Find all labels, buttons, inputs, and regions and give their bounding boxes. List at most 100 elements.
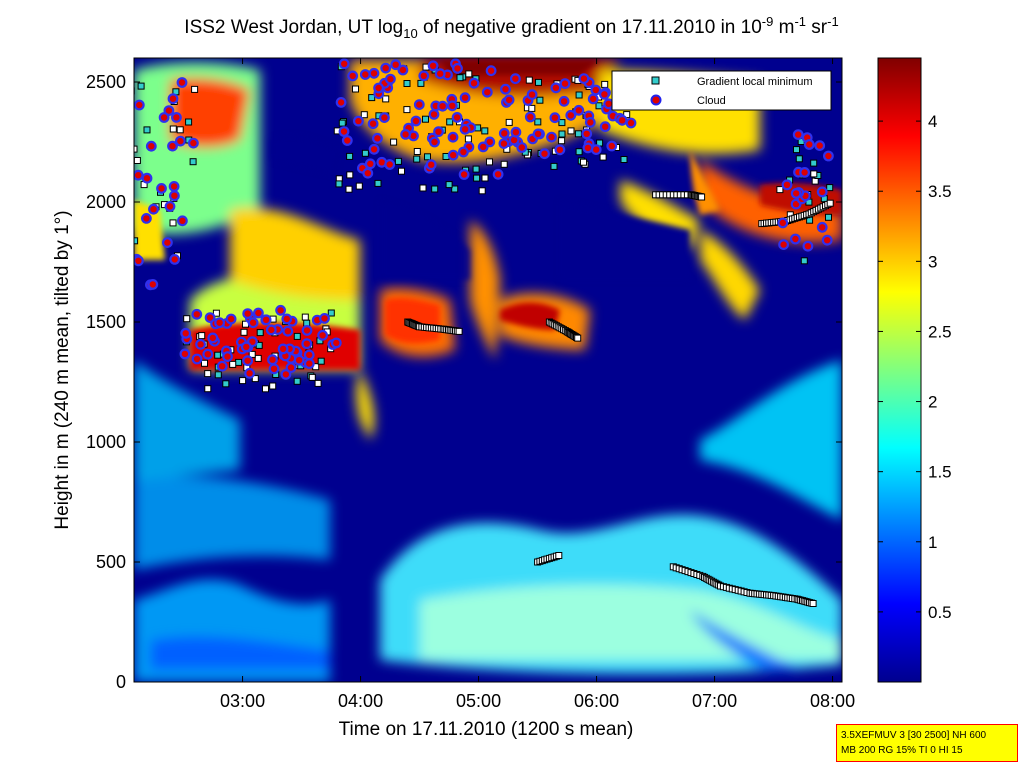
y-tick-label: 2500 xyxy=(86,72,126,92)
cloud-marker xyxy=(330,337,342,349)
colorbar-gradient xyxy=(877,57,922,683)
cloud-marker xyxy=(573,104,585,116)
minimum-marker xyxy=(451,185,459,193)
cloud-marker xyxy=(268,363,280,375)
minimum-marker xyxy=(456,74,464,82)
cloud-marker xyxy=(277,343,289,355)
colorbar-tick-label: 1 xyxy=(928,533,937,552)
minimum-marker xyxy=(251,375,259,383)
minimum-marker xyxy=(327,309,335,317)
cloud-marker xyxy=(260,314,272,326)
minimum-marker xyxy=(346,152,354,160)
minimum-marker xyxy=(525,76,533,84)
cloud-marker xyxy=(433,126,444,138)
minimum-marker xyxy=(601,80,609,88)
cloud-marker xyxy=(459,92,471,104)
minimum-marker xyxy=(398,167,405,175)
cloud-marker xyxy=(191,308,203,320)
cloud-marker xyxy=(418,70,430,82)
cloud-marker xyxy=(599,88,610,100)
legend-minimum-marker xyxy=(651,76,660,85)
y-axis-label: Height in m (240 m mean, tilted by 1°) xyxy=(52,210,73,529)
minimum-marker xyxy=(390,138,398,146)
plot-area xyxy=(133,57,843,683)
cloud-marker xyxy=(581,128,593,140)
minimum-marker xyxy=(575,91,583,99)
minimum-marker xyxy=(308,373,316,381)
cloud-marker xyxy=(303,349,315,361)
minimum-marker xyxy=(574,334,582,342)
minimum-marker xyxy=(413,155,421,163)
cloud-marker xyxy=(413,99,425,110)
minimum-marker xyxy=(455,327,463,335)
cloud-marker xyxy=(280,369,292,380)
minimum-marker xyxy=(809,600,817,607)
y-tick-label: 1500 xyxy=(86,312,126,332)
cloud-marker xyxy=(167,93,179,105)
cloud-marker xyxy=(587,93,599,105)
minimum-marker xyxy=(825,213,832,221)
gradient-minimum-markers xyxy=(134,63,834,607)
cloud-marker xyxy=(498,138,510,150)
cloud-marker xyxy=(141,172,153,184)
info-line-1: 3.5XEFMUV 3 [30 2500] NH 600 xyxy=(841,730,987,741)
minimum-marker xyxy=(431,185,439,193)
minimum-marker xyxy=(424,153,431,161)
minimum-marker xyxy=(472,165,480,173)
minimum-marker xyxy=(134,87,135,95)
minimum-marker xyxy=(293,332,301,340)
cloud-marker xyxy=(214,317,226,329)
cloud-marker xyxy=(244,367,256,379)
cloud-marker xyxy=(792,129,804,141)
cloud-marker xyxy=(179,348,191,360)
minimum-marker xyxy=(355,182,363,190)
cloud-marker xyxy=(367,118,379,130)
cloud-marker xyxy=(134,99,145,111)
cloud-marker xyxy=(459,123,471,135)
minimum-marker xyxy=(580,158,587,166)
cloud-marker xyxy=(187,137,199,149)
cloud-marker xyxy=(549,112,561,124)
cloud-marker xyxy=(225,313,237,325)
minimum-marker xyxy=(481,174,489,182)
minimum-marker xyxy=(465,70,473,78)
minimum-marker xyxy=(422,115,429,123)
minimum-marker xyxy=(826,184,834,192)
cloud-marker xyxy=(554,144,566,156)
cloud-marker xyxy=(526,89,538,100)
minimum-marker xyxy=(169,219,177,227)
cloud-markers xyxy=(134,58,834,380)
minimum-marker xyxy=(269,382,277,390)
minimum-marker xyxy=(810,159,818,167)
x-tick-label: 05:00 xyxy=(456,691,501,711)
cloud-marker xyxy=(578,73,590,84)
y-tick-label: 2000 xyxy=(86,192,126,212)
cloud-marker xyxy=(364,158,376,170)
cloud-marker xyxy=(267,354,278,366)
cloud-marker xyxy=(168,180,180,192)
cloud-marker xyxy=(319,313,330,324)
cloud-marker xyxy=(195,338,207,350)
minimum-marker xyxy=(500,160,508,168)
colorbar-tick-label: 4 xyxy=(928,112,937,131)
colorbar-tick-label: 1.5 xyxy=(928,463,952,482)
cloud-marker xyxy=(477,141,489,153)
cloud-marker xyxy=(145,140,157,152)
cloud-marker xyxy=(781,179,793,191)
cloud-marker xyxy=(282,325,294,337)
x-tick-label: 03:00 xyxy=(220,691,265,711)
minimum-marker xyxy=(201,359,208,367)
minimum-marker xyxy=(185,118,193,126)
cloud-marker xyxy=(147,279,159,290)
cloud-marker xyxy=(338,126,350,137)
cloud-marker xyxy=(176,215,188,227)
minimum-marker xyxy=(403,80,411,87)
minimum-marker xyxy=(254,354,262,362)
cloud-marker xyxy=(397,64,409,76)
minimum-marker xyxy=(317,357,325,365)
minimum-marker xyxy=(558,130,566,138)
cloud-marker xyxy=(625,117,637,129)
minimum-marker xyxy=(204,370,212,378)
minimum-marker xyxy=(776,186,784,194)
cloud-marker xyxy=(481,86,493,98)
